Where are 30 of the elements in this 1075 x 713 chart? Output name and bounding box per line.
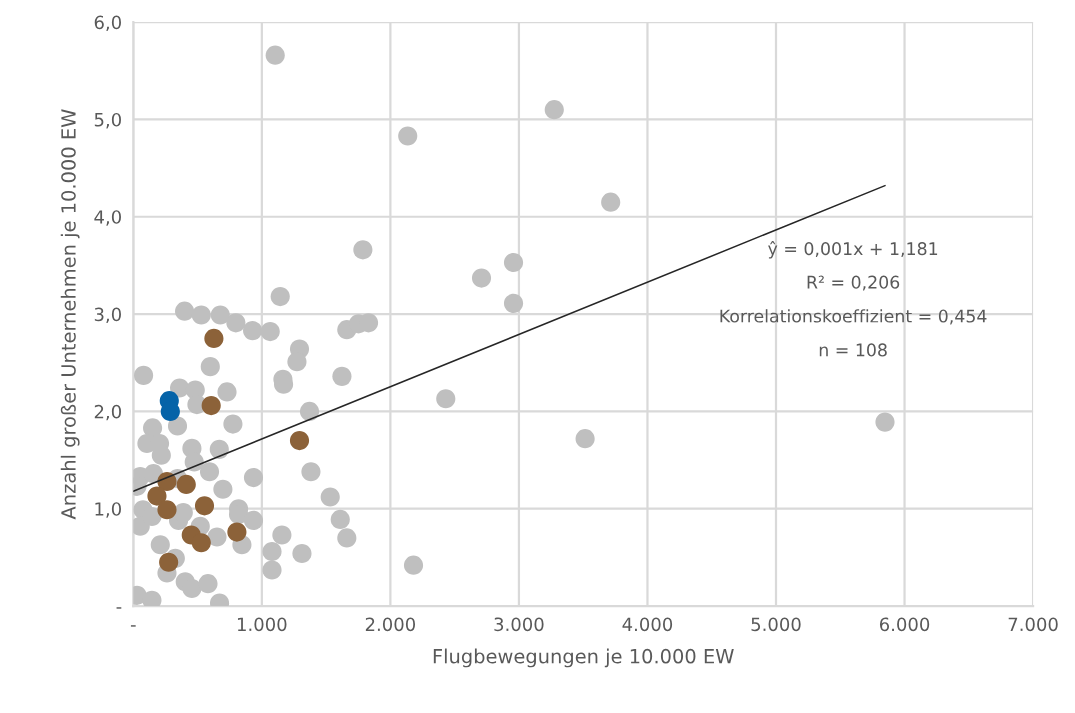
annotation: R² = 0,206 [807,275,900,291]
point [191,533,211,553]
point [289,431,310,451]
y-tick-label: 3,0 [94,307,121,324]
y-tick-label: 2,0 [94,404,121,421]
y-tick-label: 4,0 [94,210,121,226]
x-tick-label: 3.000 [494,617,544,632]
x-axis-title: Flugbewegungen je 10.000 EW [433,648,734,668]
x-tick-label: 2.000 [365,617,416,632]
point [201,395,221,416]
y-axis-title: Anzahl großer Unternehmen je 10.000 EW [60,109,80,520]
x-tick-label: 6.000 [879,617,930,632]
y-tick-label: 6,0 [94,15,121,32]
x-tick-label: 1.000 [237,617,287,632]
y-tick-label: 5,0 [94,112,121,129]
y-tick-label: 1,0 [95,502,121,518]
point [147,486,167,506]
point [194,496,215,516]
point [204,328,224,348]
point [157,500,177,520]
point [176,474,196,494]
x-tick-label: 5.000 [751,617,801,632]
point [227,522,247,542]
x-tick-label: 7.000 [1008,617,1058,632]
x-tick-label: 4.000 [622,617,673,632]
y-tick-label: - [116,607,122,609]
annotation: ŷ = 0,001x + 1,181 [768,241,938,259]
annotation: Korrelationskoeffizient = 0,454 [720,309,987,325]
annotation: n = 108 [819,343,887,357]
point [159,552,179,572]
